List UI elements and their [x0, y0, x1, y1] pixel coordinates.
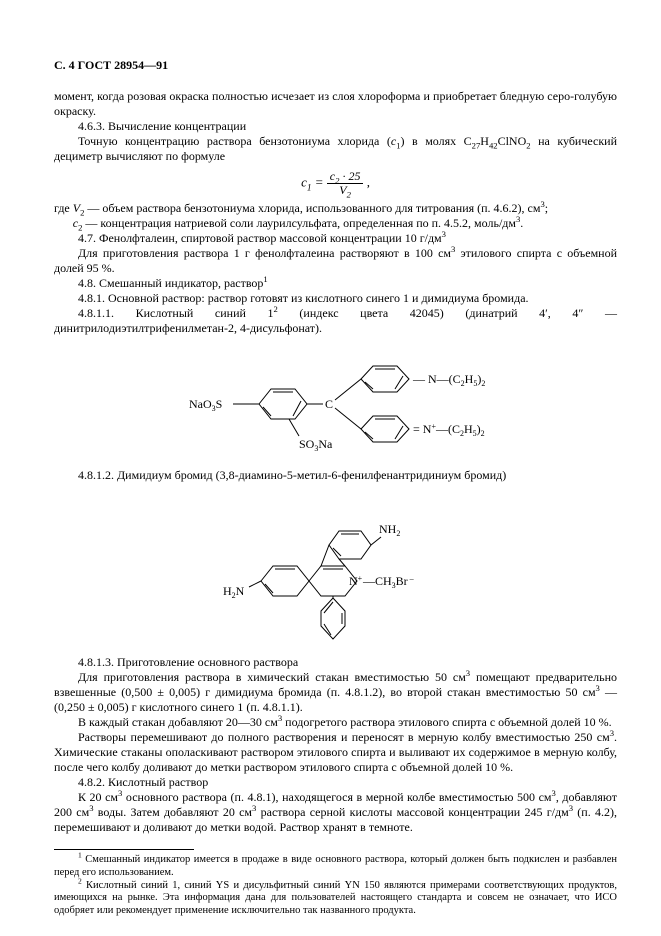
body-paragraph: В каждый стакан добавляют 20—30 см3 подо… — [54, 715, 617, 730]
body-paragraph: Для приготовления раствора 1 г фенолфтал… — [54, 246, 617, 276]
body-paragraph: Для приготовления раствора в химический … — [54, 670, 617, 715]
text: 4.8.1.1. Кислотный синий 1 — [78, 306, 274, 320]
sup: 1 — [263, 274, 267, 284]
formula-c1: c1 = c2 · 25V2 , — [54, 170, 617, 197]
text: воды. Затем добавляют 20 см — [94, 805, 253, 819]
body-paragraph: Точную концентрацию раствора бензотониум… — [54, 134, 617, 164]
var: V — [339, 183, 346, 197]
text: ClNO — [498, 134, 527, 148]
sub: 27 — [472, 140, 481, 150]
text: К 20 см — [78, 790, 118, 804]
sub: 42 — [489, 140, 498, 150]
text: H — [480, 134, 489, 148]
footnote-separator — [54, 849, 194, 850]
text: ; — [545, 201, 548, 215]
body-paragraph: К 20 см3 основного раствора (п. 4.8.1), … — [54, 790, 617, 835]
structure-kislotny-siniy: NaO3S SO3Na C — N—(C2H5)2 = N+—(C2H5)2 — [54, 354, 617, 458]
section-47: 4.7. Фенолфталеин, спиртовой раствор мас… — [54, 231, 617, 246]
text: , — [363, 175, 370, 190]
text: Для приготовления раствора в химический … — [78, 670, 466, 684]
svg-text:—CH3Br –: —CH3Br – — [362, 574, 415, 590]
text: ) в молях C — [401, 134, 472, 148]
text: Для приготовления раствора 1 г фенолфтал… — [78, 246, 451, 260]
where-line-2: где c2 — концентрация натриевой соли лау… — [54, 216, 617, 231]
text: где — [54, 201, 73, 215]
page-header: С. 4 ГОСТ 28954—91 — [54, 58, 617, 73]
structure-dimidium-bromide: NH2 H2N N+ —CH3Br – — [54, 501, 617, 645]
sup: 3 — [442, 229, 446, 239]
svg-text:H2N: H2N — [223, 584, 245, 600]
text: — объем раствора бензотониума хлорида, и… — [84, 201, 540, 215]
footnote-1: 1 Смешанный индикатор имеется в продаже … — [54, 854, 617, 879]
text: Смешанный индикатор имеется в продаже в … — [54, 854, 617, 878]
svg-text:NaO3S: NaO3S — [189, 397, 222, 413]
var: V — [73, 201, 80, 215]
text: раствора серной кислоты массовой концент… — [256, 805, 568, 819]
sub: 2 — [347, 190, 351, 200]
text: . — [520, 216, 523, 230]
text: подогретого раствора этилового спирта с … — [282, 715, 611, 729]
where-line-1: где V2 — объем раствора бензотониума хло… — [54, 201, 617, 216]
text: Точную концентрацию раствора бензотониум… — [78, 134, 391, 148]
section-4811: 4.8.1.1. Кислотный синий 12 (индекс цвет… — [54, 306, 617, 336]
section-48: 4.8. Смешанный индикатор, раствор1 — [54, 276, 617, 291]
text: — концентрация натриевой соли лаурилсуль… — [82, 216, 516, 230]
body-paragraph: момент, когда розовая окраска полностью … — [54, 89, 617, 119]
svg-text:C: C — [325, 397, 333, 411]
svg-text:N+: N+ — [349, 574, 363, 588]
text: Кислотный синий 1, синий YS и дисульфитн… — [54, 880, 617, 916]
text: 4.7. Фенолфталеин, спиртовой раствор мас… — [78, 231, 442, 245]
section-463: 4.6.3. Вычисление концентрации — [54, 119, 617, 134]
text: В каждый стакан добавляют 20—30 см — [78, 715, 278, 729]
eq: = — [312, 175, 327, 190]
text: Растворы перемешивают до полного раствор… — [78, 730, 610, 744]
section-482: 4.8.2. Кислотный раствор — [54, 775, 617, 790]
section-481: 4.8.1. Основной раствор: раствор готовят… — [54, 291, 617, 306]
section-4812: 4.8.1.2. Димидиум бромид (3,8-диамино-5-… — [54, 468, 617, 483]
fraction: c2 · 25V2 — [327, 170, 364, 197]
body-paragraph: Растворы перемешивают до полного раствор… — [54, 730, 617, 775]
text: основного раствора (п. 4.8.1), находящег… — [122, 790, 551, 804]
footnote-2: 2 Кислотный синий 1, синий YS и дисульфи… — [54, 880, 617, 918]
text: 4.8. Смешанный индикатор, раствор — [78, 276, 263, 290]
text: · 25 — [339, 169, 360, 183]
svg-text:SO3Na: SO3Na — [299, 437, 333, 453]
svg-text:— N—(C2H5)2: — N—(C2H5)2 — [412, 372, 485, 388]
svg-text:NH2: NH2 — [379, 522, 400, 538]
svg-text:= N+—(C2H5)2: = N+—(C2H5)2 — [413, 422, 485, 438]
section-4813: 4.8.1.3. Приготовление основного раствор… — [54, 655, 617, 670]
